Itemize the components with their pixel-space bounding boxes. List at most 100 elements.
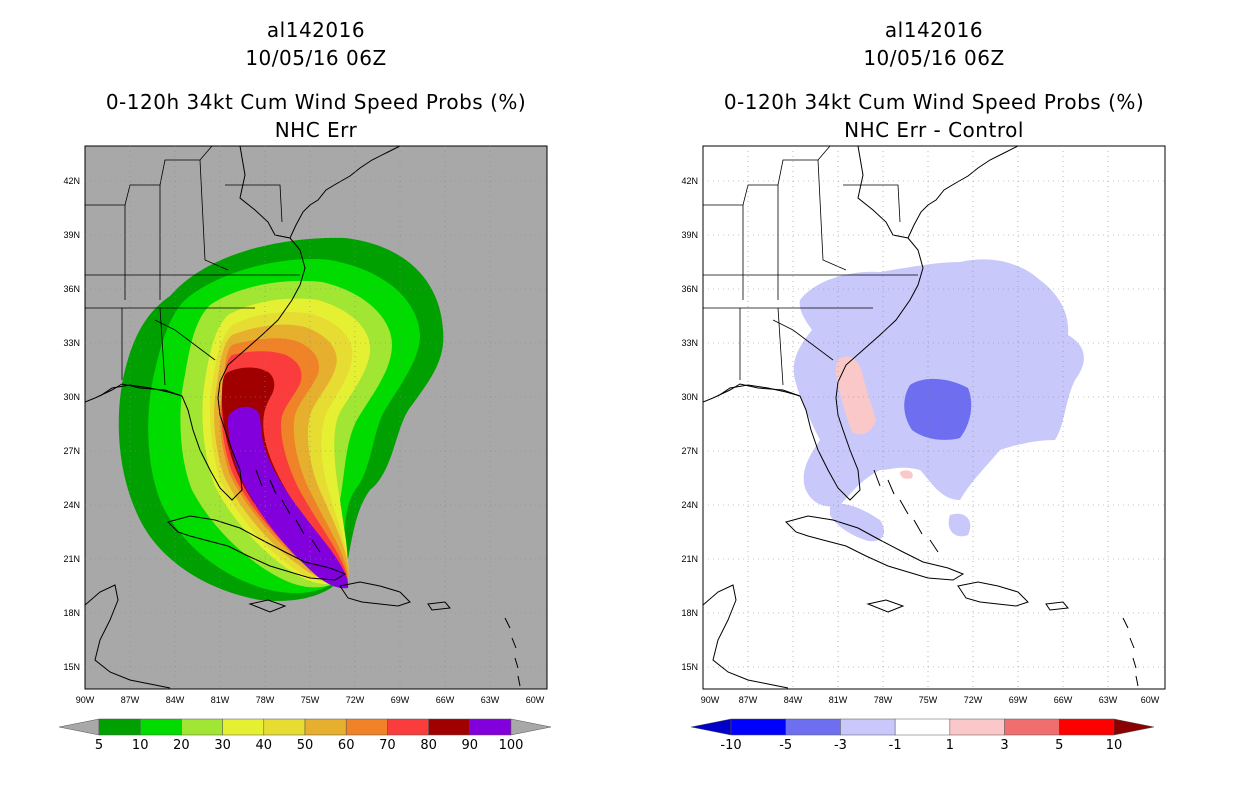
lat-label: 21N: [681, 554, 698, 564]
lon-label: 87W: [739, 695, 758, 705]
left-lat-labels: 42N 39N 36N 33N 30N 27N 24N 21N 18N 15N: [63, 176, 80, 672]
lon-label: 90W: [701, 695, 720, 705]
right-colorbar-swatch: [785, 718, 841, 736]
lat-label: 39N: [63, 230, 80, 240]
lat-label: 30N: [681, 392, 698, 402]
left-colorbar-label: 80: [420, 738, 437, 753]
lat-label: 36N: [63, 284, 80, 294]
right-colorbar-label: 10: [1106, 738, 1123, 753]
lat-label: 18N: [63, 608, 80, 618]
lat-label: 42N: [63, 176, 80, 186]
lat-label: 27N: [63, 446, 80, 456]
right-colorbar-over-triangle: [1113, 718, 1155, 736]
left-colorbar-swatch: [304, 718, 347, 736]
lon-label: 66W: [436, 695, 455, 705]
left-colorbar-label: 10: [132, 738, 149, 753]
left-colorbar-swatch: [181, 718, 223, 736]
lat-label: 24N: [63, 500, 80, 510]
right-colorbar-swatch: [894, 718, 951, 736]
left-lon-labels: 90W 87W 84W 81W 78W 75W 72W 69W 66W 63W …: [76, 695, 545, 705]
contour-90: [228, 406, 349, 589]
right-subtitle: NHC Err - Control: [844, 118, 1024, 142]
right-colorbar-label: -5: [779, 738, 792, 753]
left-colorbar-label: 100: [499, 738, 524, 753]
right-colorbar-under-triangle: [690, 718, 732, 736]
lon-label: 69W: [391, 695, 410, 705]
right-product-title: 0-120h 34kt Cum Wind Speed Probs (%): [723, 90, 1145, 114]
left-product-title: 0-120h 34kt Cum Wind Speed Probs (%): [105, 90, 527, 114]
lon-label: 81W: [211, 695, 230, 705]
lat-label: 15N: [63, 662, 80, 672]
left-colorbar-over-triangle: [510, 718, 552, 736]
right-colorbar-label: 5: [1055, 738, 1063, 753]
lat-label: 24N: [681, 500, 698, 510]
left-probability-contours: [85, 146, 521, 689]
right-colorbar-label: 3: [1000, 738, 1008, 753]
lat-label: 30N: [63, 392, 80, 402]
right-colorbar-label: 1: [946, 738, 954, 753]
right-lon-labels: 90W 87W 84W 81W 78W 75W 72W 69W 66W 63W …: [701, 695, 1160, 705]
lon-label: 63W: [481, 695, 500, 705]
left-subtitle: NHC Err: [274, 118, 358, 142]
lat-label: 39N: [681, 230, 698, 240]
right-colorbar: -10 -5 -3 -1 1 3 5 10: [690, 718, 1155, 753]
right-storm-id: al142016: [884, 18, 984, 42]
right-colorbar-swatch: [1059, 718, 1115, 736]
lon-label: 75W: [301, 695, 320, 705]
left-storm-id: al142016: [266, 18, 366, 42]
lon-label: 90W: [76, 695, 95, 705]
left-colorbar-swatch: [387, 718, 429, 736]
lon-label: 81W: [829, 695, 848, 705]
right-colorbar-swatch: [730, 718, 786, 736]
left-colorbar-swatch: [222, 718, 265, 736]
lon-label: 84W: [166, 695, 185, 705]
lat-label: 15N: [681, 662, 698, 672]
right-colorbar-label: -3: [834, 738, 847, 753]
lat-label: 21N: [63, 554, 80, 564]
right-map-panel: 42N 39N 36N 33N 30N 27N 24N 21N 18N 15N …: [681, 145, 1166, 705]
right-datetime: 10/05/16 06Z: [863, 46, 1005, 70]
left-colorbar-swatch: [345, 718, 388, 736]
left-colorbar-label: 5: [95, 738, 103, 753]
left-colorbar-label: 50: [297, 738, 314, 753]
left-colorbar-label: 60: [338, 738, 355, 753]
right-colorbar-swatch: [1004, 718, 1060, 736]
left-colorbar-label: 20: [173, 738, 190, 753]
lat-label: 18N: [681, 608, 698, 618]
lon-label: 69W: [1009, 695, 1028, 705]
right-difference-contours: [703, 146, 1139, 689]
lon-label: 75W: [919, 695, 938, 705]
right-map-frame: [702, 145, 1166, 690]
diff-medium-blue: [904, 378, 972, 440]
left-datetime: 10/05/16 06Z: [245, 46, 387, 70]
left-grid: [85, 146, 547, 689]
lon-label: 72W: [964, 695, 983, 705]
left-map-panel: 42N 39N 36N 33N 30N 27N 24N 21N 18N 15N …: [63, 145, 548, 705]
left-colorbar-swatch: [428, 718, 471, 736]
lon-label: 84W: [784, 695, 803, 705]
right-grid: [703, 146, 1165, 689]
lon-label: 78W: [874, 695, 893, 705]
lat-label: 27N: [681, 446, 698, 456]
diff-light-red: [835, 356, 876, 435]
lon-label: 87W: [121, 695, 140, 705]
left-colorbar-swatch: [98, 718, 141, 736]
left-colorbar: 5 10 20 30 40 50 60 70 80 90 100: [58, 718, 552, 753]
right-colorbar-swatch: [949, 718, 1005, 736]
lon-label: 72W: [346, 695, 365, 705]
left-map-frame: [84, 145, 548, 690]
diff-light-red-small: [900, 470, 913, 479]
left-colorbar-label: 70: [379, 738, 396, 753]
right-colorbar-label: -10: [720, 738, 741, 753]
lon-label: 60W: [1141, 695, 1160, 705]
left-colorbar-label: 30: [214, 738, 231, 753]
right-colorbar-label: -1: [889, 738, 902, 753]
left-colorbar-swatch: [469, 718, 512, 736]
lat-label: 36N: [681, 284, 698, 294]
left-colorbar-label: 40: [256, 738, 273, 753]
left-colorbar-under-triangle: [58, 718, 100, 736]
lat-label: 33N: [63, 338, 80, 348]
lon-label: 63W: [1099, 695, 1118, 705]
left-colorbar-swatch: [139, 718, 182, 736]
